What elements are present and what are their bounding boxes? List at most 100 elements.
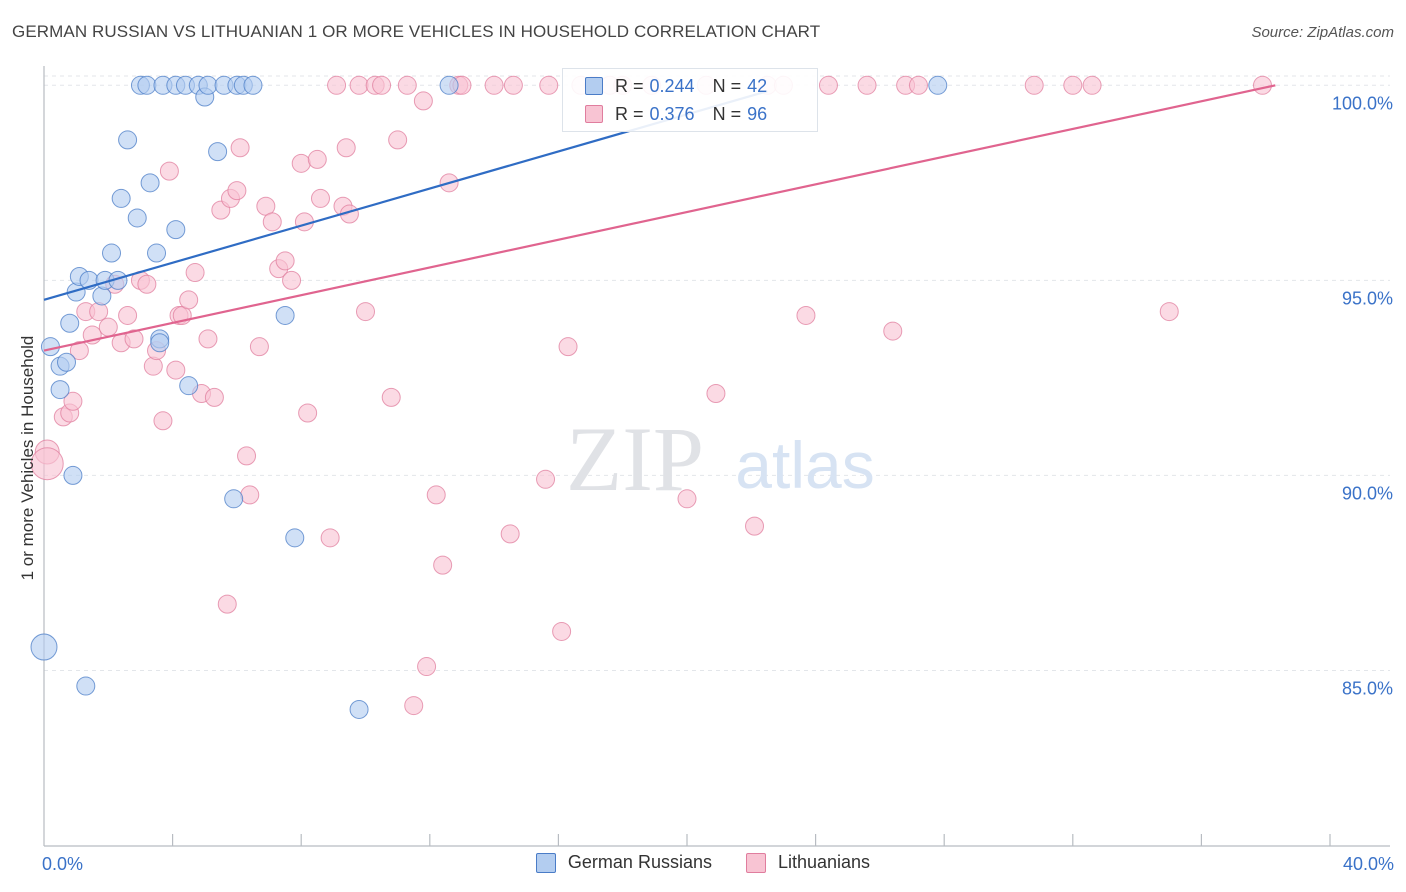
stats-legend: R = 0.244 N = 42 R = 0.376 N = 96	[562, 68, 818, 132]
lithuanian-point	[291, 153, 311, 173]
lithuanian-point	[857, 75, 877, 95]
lithuanian-point	[1082, 75, 1102, 95]
lithuanian-point	[558, 337, 578, 357]
y-tick-label: 95.0%	[1342, 288, 1393, 308]
german-russian-point	[111, 188, 131, 208]
german-russian-point	[57, 352, 77, 372]
german-russian-point	[150, 333, 170, 353]
german-russian-point	[275, 305, 295, 325]
watermark: ZIP atlas	[566, 408, 875, 510]
y-axis-label: 1 or more Vehicles in Household	[18, 335, 37, 581]
lithuanian-point	[356, 302, 375, 322]
german-russian-point	[118, 130, 138, 150]
german-russian-point	[349, 699, 369, 719]
legend-n-value: 96	[747, 103, 768, 124]
lithuanian-point	[230, 138, 250, 158]
lithuanian-point	[143, 356, 163, 376]
german-russian-point	[285, 528, 305, 548]
lithuanian-point	[249, 337, 269, 357]
german-russian-point	[76, 676, 96, 696]
lithuanian-point	[536, 469, 556, 489]
data-points	[30, 75, 1272, 719]
lithuanian-point	[262, 212, 282, 232]
lithuanian-point	[1024, 75, 1044, 95]
lithuanian-trend-line	[43, 84, 1276, 352]
legend-r-value: 0.376	[649, 103, 695, 124]
grid-lines	[44, 75, 1390, 671]
lithuanian-point	[153, 411, 173, 431]
chart-source: Source: ZipAtlas.com	[1251, 24, 1394, 41]
german-russian-point	[50, 380, 70, 400]
lithuanian-point	[908, 75, 928, 95]
lithuanian-point	[282, 270, 302, 290]
series-swatch-german-russians	[535, 852, 556, 873]
lithuanian-point	[307, 149, 327, 169]
lithuanian-point	[298, 403, 318, 423]
series-legend-lithuanians[interactable]: Lithuanians	[745, 852, 870, 873]
lithuanian-point	[677, 489, 697, 509]
lithuanian-point	[372, 75, 392, 95]
lithuanian-point	[484, 75, 504, 95]
lithuanian-point	[204, 387, 224, 407]
lithuanian-point	[320, 528, 340, 548]
lithuanian-point	[336, 138, 356, 158]
legend-n-label: N =	[712, 103, 742, 124]
lithuanian-point	[883, 321, 903, 341]
german-russian-point	[224, 489, 244, 509]
lithuanian-point	[1159, 302, 1179, 322]
german-russian-point	[179, 376, 199, 396]
lithuanian-point	[413, 91, 433, 111]
watermark-atlas: atlas	[735, 428, 874, 502]
lithuanian-point	[381, 387, 401, 407]
legend-row-lithuanians: R = 0.376 N = 96	[585, 101, 767, 127]
german-russian-point	[127, 208, 147, 228]
lithuanian-point	[1252, 75, 1272, 95]
lithuanian-point	[796, 305, 816, 325]
german-russian-point	[439, 75, 459, 95]
series-legend-german-russians[interactable]: German Russians	[535, 852, 712, 873]
german-russian-point	[147, 243, 167, 263]
german-russian-point	[92, 286, 112, 306]
series-swatch-lithuanians	[745, 852, 766, 873]
lithuanian-point	[124, 329, 144, 349]
german-russian-point	[208, 142, 228, 162]
german-russian-point	[63, 465, 83, 485]
lithuanian-point	[327, 75, 347, 95]
series-name-german-russians: German Russians	[567, 852, 712, 872]
lithuanian-point	[310, 188, 330, 208]
x-tick-label: 40.0%	[1343, 854, 1394, 874]
legend-n-label: N =	[712, 75, 742, 96]
german-russian-point	[928, 75, 948, 95]
lithuanian-point	[539, 75, 559, 95]
lithuanian-point	[388, 130, 408, 150]
lithuanian-point	[745, 516, 765, 536]
legend-r-value: 0.244	[649, 75, 695, 96]
lithuanian-point	[89, 302, 109, 322]
lithuanian-point	[433, 555, 453, 575]
y-tick-label: 85.0%	[1342, 678, 1393, 698]
lithuanian-point	[98, 317, 118, 337]
lithuanian-point	[417, 657, 437, 677]
lithuanian-point	[185, 263, 205, 283]
tick-labels: 100.0% 95.0% 90.0% 85.0% 0.0% 40.0%	[42, 93, 1394, 874]
legend-n-value: 42	[747, 75, 768, 96]
lithuanian-point	[240, 485, 260, 505]
lithuanian-point	[69, 341, 89, 361]
lithuanian-point	[426, 485, 446, 505]
lithuanian-point	[166, 360, 186, 380]
lithuanian-point	[159, 161, 179, 181]
lithuanian-point	[118, 305, 138, 325]
lithuanian-point	[137, 274, 157, 294]
german-russian-point	[243, 75, 263, 95]
lithuanian-point	[404, 696, 424, 716]
german-russian-point	[40, 337, 60, 357]
legend-swatch-german-russians	[585, 77, 603, 95]
lithuanian-point	[275, 251, 295, 271]
x-tick-label: 0.0%	[42, 854, 83, 874]
y-tick-label: 90.0%	[1342, 483, 1393, 503]
german-russian-point	[30, 633, 58, 661]
lithuanian-point	[198, 329, 218, 349]
lithuanian-point	[237, 446, 257, 466]
lithuanian-point	[30, 447, 64, 481]
german-russian-point	[137, 75, 157, 95]
